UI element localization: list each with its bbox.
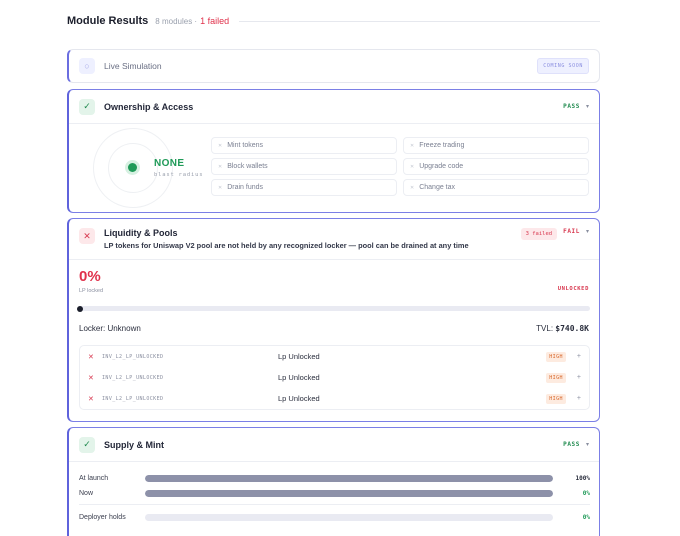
expand-plus-icon[interactable]: + (576, 353, 581, 360)
permission-item: ✕ Freeze trading (403, 137, 589, 154)
supply-row-value: 0% (582, 513, 590, 521)
failed-count-badge: 3 failed (520, 228, 558, 240)
supply-row-value: 0% (582, 489, 590, 497)
card-header[interactable]: ✓ Supply & Mint PASS ▾ (69, 428, 599, 462)
x-icon: ✕ (79, 228, 95, 244)
module-count: 8 modules · (155, 16, 198, 26)
blast-radius-value: NONE (154, 158, 185, 169)
x-icon: ✕ (88, 395, 94, 403)
issue-name: Lp Unlocked (278, 352, 320, 361)
expand-plus-icon[interactable]: + (576, 374, 581, 381)
issue-row[interactable]: ✕ INV_L2_LP_UNLOCKED Lp Unlocked HIGH + (80, 388, 589, 409)
card-title: Ownership & Access (104, 101, 194, 112)
permission-grid: ✕ Mint tokens ✕ Freeze trading ✕ Block wall… (211, 137, 591, 196)
supply-row-value: 100% (575, 474, 590, 482)
supply-bar (145, 489, 553, 497)
issue-row[interactable]: ✕ INV_L2_LP_UNLOCKED Lp Unlocked HIGH + (80, 346, 589, 367)
chevron-down-icon[interactable]: ▾ (585, 229, 589, 235)
severity-badge: HIGH (546, 393, 566, 404)
x-icon: ✕ (410, 163, 415, 170)
supply-bar (145, 474, 553, 482)
module-card-live-simulation[interactable]: ○ Live Simulation COMING SOON (67, 49, 600, 83)
card-title: Live Simulation (104, 61, 162, 71)
locker-label: Locker: Unknown (79, 324, 141, 333)
supply-row-label: At launch (79, 474, 109, 482)
lock-state-label: UNLOCKED (557, 286, 589, 292)
blast-center-dot (128, 163, 137, 172)
failed-count: 1 failed (200, 16, 230, 26)
supply-row-now: Now 0% (79, 488, 590, 498)
expand-plus-icon[interactable]: + (576, 395, 581, 402)
module-card-ownership: ✓ Ownership & Access PASS ▾ NONE blast r… (67, 89, 600, 213)
permission-item: ✕ Change tax (403, 179, 589, 196)
lp-locked-label: LP locked (79, 288, 104, 294)
issue-list: ✕ INV_L2_LP_UNLOCKED Lp Unlocked HIGH + … (79, 345, 590, 410)
page-title: Module Results (67, 15, 149, 27)
blast-ring (108, 143, 158, 193)
check-icon: ✓ (79, 436, 95, 453)
card-header[interactable]: ✕ Liquidity & Pools LP tokens for Uniswa… (69, 219, 599, 260)
x-icon: ✕ (88, 353, 94, 361)
x-icon: ✕ (88, 374, 94, 382)
issue-code: INV_L2_LP_UNLOCKED (102, 395, 164, 402)
issue-code: INV_L2_LP_UNLOCKED (102, 374, 164, 381)
lp-locked-bar (77, 305, 590, 312)
tvl-readout: TVL: $740.8K (536, 324, 589, 333)
issue-name: Lp Unlocked (278, 394, 320, 403)
issue-row[interactable]: ✕ INV_L2_LP_UNLOCKED Lp Unlocked HIGH + (80, 367, 589, 388)
supply-bar-fill (145, 474, 553, 482)
permission-item: ✕ Mint tokens (211, 137, 397, 154)
supply-bar-fill (145, 489, 553, 497)
pending-icon: ○ (79, 58, 95, 74)
status-badge: PASS (563, 103, 580, 110)
status-badge: FAIL (563, 228, 580, 235)
supply-row-label: Now (79, 489, 94, 497)
x-icon: ✕ (218, 184, 223, 191)
header-divider (239, 20, 600, 22)
supply-row-label: Deployer holds (79, 513, 126, 521)
permission-item: ✕ Upgrade code (403, 158, 589, 175)
module-card-supply: ✓ Supply & Mint PASS ▾ At launch 100% No… (67, 427, 600, 536)
lp-locked-marker (77, 305, 83, 312)
divider (79, 504, 590, 505)
card-title: Liquidity & Pools (104, 228, 178, 238)
blast-ring (93, 128, 173, 208)
chevron-down-icon[interactable]: ▾ (585, 104, 589, 110)
x-icon: ✕ (218, 163, 223, 170)
supply-row-at-launch: At launch 100% (79, 473, 590, 483)
x-icon: ✕ (410, 142, 415, 149)
card-subtitle: LP tokens for Uniswap V2 pool are not he… (104, 241, 469, 250)
card-header[interactable]: ○ Live Simulation COMING SOON (69, 50, 599, 82)
x-icon: ✕ (218, 142, 223, 149)
module-card-liquidity: ✕ Liquidity & Pools LP tokens for Uniswa… (67, 218, 600, 422)
x-icon: ✕ (410, 184, 415, 191)
issue-name: Lp Unlocked (278, 373, 320, 382)
coming-soon-badge: COMING SOON (537, 58, 589, 74)
card-title: Supply & Mint (104, 439, 164, 450)
blast-radius-label: blast radius (154, 172, 204, 178)
check-icon: ✓ (79, 98, 95, 115)
severity-badge: HIGH (546, 372, 566, 383)
status-badge: PASS (563, 441, 580, 448)
severity-badge: HIGH (546, 351, 566, 362)
supply-bar (145, 513, 553, 521)
lp-locked-percent: 0% (79, 268, 101, 285)
chevron-down-icon[interactable]: ▾ (585, 442, 589, 448)
card-header[interactable]: ✓ Ownership & Access PASS ▾ (69, 90, 599, 124)
issue-code: INV_L2_LP_UNLOCKED (102, 353, 164, 360)
supply-row-deployer: Deployer holds 0% (79, 512, 590, 522)
permission-item: ✕ Block wallets (211, 158, 397, 175)
permission-item: ✕ Drain funds (211, 179, 397, 196)
module-results-header: Module Results 8 modules · 1 failed (67, 14, 600, 28)
blast-radius-visual (89, 128, 179, 208)
